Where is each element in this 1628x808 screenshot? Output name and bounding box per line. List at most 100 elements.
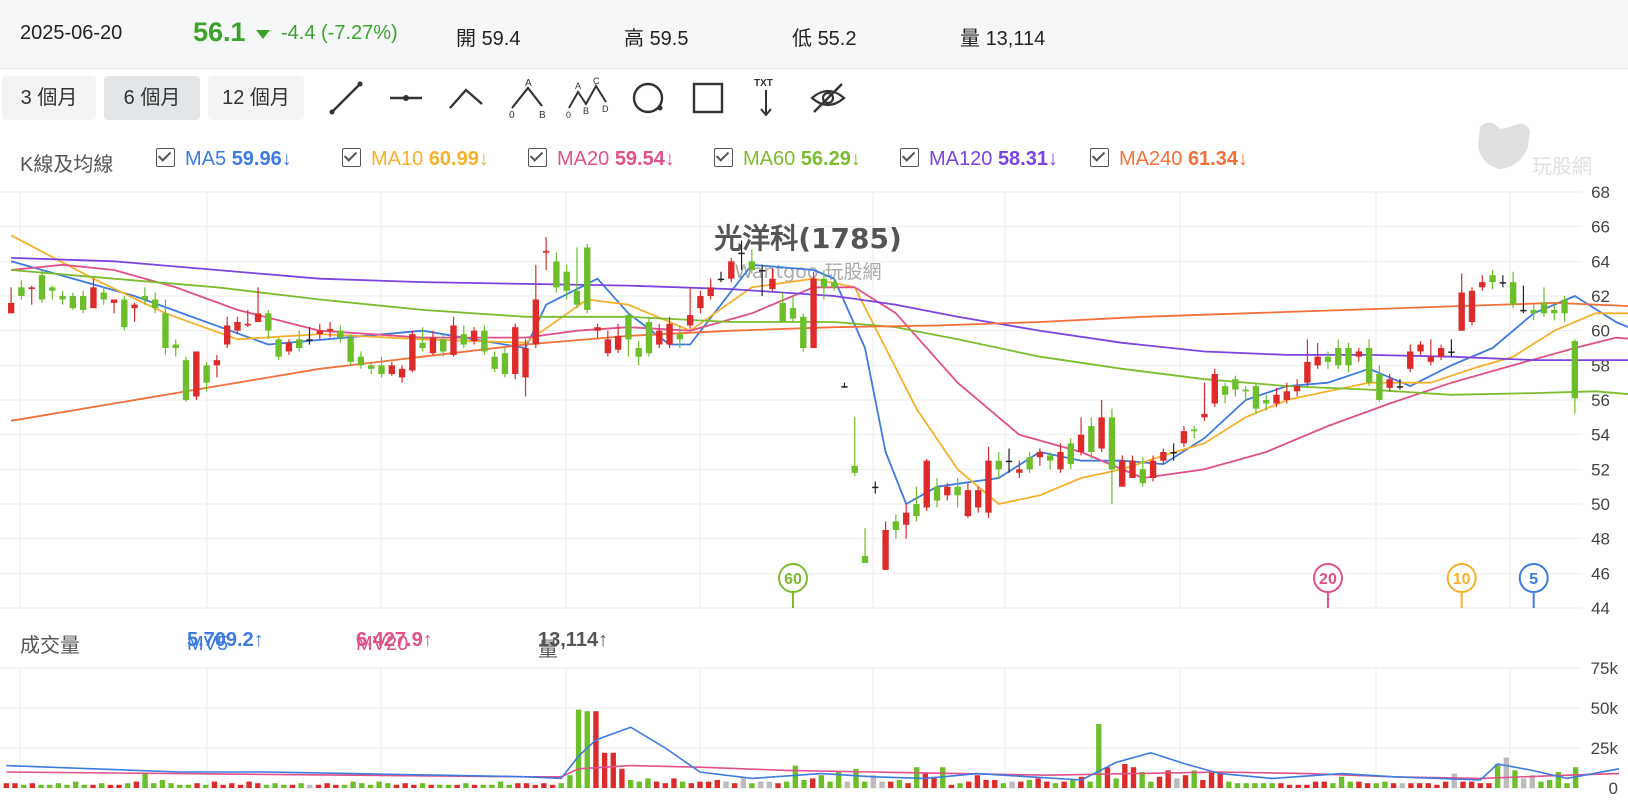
checkbox-icon[interactable] [528, 148, 547, 167]
rectangle-tool-icon[interactable] [686, 76, 730, 120]
candle-body [542, 250, 550, 253]
candle-body [151, 299, 159, 309]
candle-body [1016, 469, 1023, 473]
checkbox-icon[interactable] [342, 148, 361, 167]
range-3m-button[interactable]: 3 個月 [2, 76, 96, 120]
volume-bar [246, 781, 252, 788]
angle-line-icon[interactable] [444, 76, 488, 120]
range-12m-button[interactable]: 12 個月 [208, 76, 304, 120]
volume-bar [575, 709, 582, 788]
candle-body [28, 287, 35, 290]
volume-bar [966, 781, 972, 788]
volume-bar [324, 783, 330, 788]
candle [974, 486, 982, 513]
candle [892, 514, 900, 539]
candle [1108, 408, 1116, 504]
volume-bar [627, 780, 634, 788]
volume-bar [610, 752, 616, 788]
candle-body [419, 342, 426, 348]
candle [1448, 339, 1455, 357]
candle-body [872, 486, 879, 489]
candle [728, 257, 735, 283]
candle [1571, 339, 1579, 414]
candle [388, 361, 395, 376]
volume-bar [1416, 783, 1423, 788]
volume-bar [757, 781, 764, 788]
volume-bar [341, 784, 348, 788]
text-tool-icon[interactable]: TXT [746, 76, 790, 120]
volume-bar [1200, 780, 1206, 788]
candle-body [285, 342, 293, 352]
kline-legend-label: K線及均線 [20, 154, 114, 176]
candle [326, 322, 334, 338]
ma20-toggle[interactable]: MA20 59.54↓ [528, 148, 675, 171]
candle-body [923, 460, 930, 508]
checkbox-icon[interactable] [714, 148, 733, 167]
volume-bar [471, 784, 478, 788]
candle-body [995, 460, 1002, 470]
volume-bar [1269, 783, 1275, 788]
checkbox-icon[interactable] [156, 148, 175, 167]
hide-drawings-icon[interactable] [806, 76, 850, 120]
checkbox-icon[interactable] [900, 148, 919, 167]
volume-bar [506, 784, 512, 788]
candle-body [820, 278, 828, 288]
candle-body [532, 299, 539, 345]
volume-bar [1165, 770, 1171, 788]
volume-bar [1356, 781, 1362, 788]
candle [275, 337, 282, 361]
volume-bar [1442, 781, 1449, 788]
volume-bar [1078, 776, 1085, 788]
candle [296, 330, 303, 352]
candle [378, 356, 385, 378]
svg-text:A: A [525, 78, 532, 89]
y-tick-label: 56 [1591, 391, 1610, 410]
candle [573, 247, 581, 309]
horizontal-line-icon[interactable] [384, 76, 428, 120]
candle [522, 339, 529, 397]
volume-bar [905, 783, 911, 788]
ma60-toggle[interactable]: MA60 56.29↓ [714, 148, 861, 171]
line-tool-icon[interactable] [324, 76, 368, 120]
checkbox-icon[interactable] [1090, 148, 1109, 167]
abcd-pattern-icon[interactable]: A C 0 B D [566, 76, 610, 120]
volume-bar [367, 784, 374, 788]
circle-tool-icon[interactable] [626, 76, 670, 120]
candle-body [1108, 417, 1116, 470]
high-price: 高 59.5 [624, 28, 689, 50]
candle [244, 309, 251, 328]
abc-pattern-icon[interactable]: A 0 B [506, 76, 550, 121]
volume-bar [1252, 783, 1258, 788]
volume-bar [1286, 784, 1293, 788]
candle-body [409, 334, 416, 371]
volume-tick-label: 50k [1591, 699, 1619, 718]
candle-body [1437, 348, 1445, 357]
candle-body [1057, 452, 1064, 470]
volume-bar [307, 784, 313, 788]
volume-bar [1408, 783, 1414, 788]
ma240-toggle[interactable]: MA240 61.34↓ [1090, 148, 1248, 171]
volume-bar [289, 784, 296, 788]
candle-body [1530, 309, 1537, 314]
svg-text:B: B [583, 106, 589, 116]
candle [1561, 296, 1568, 322]
candle-body [1314, 356, 1321, 366]
ma5-toggle[interactable]: MA5 59.96↓ [156, 148, 292, 171]
volume-bar [1477, 783, 1483, 788]
volume-bar [1208, 772, 1215, 788]
candle-body [707, 287, 714, 296]
ma120-toggle[interactable]: MA120 58.31↓ [900, 148, 1058, 171]
ma10-toggle[interactable]: MA10 60.99↓ [342, 148, 489, 171]
candle-body [758, 270, 766, 272]
candle-body [1026, 457, 1033, 470]
candle [717, 271, 725, 283]
candle-body [460, 334, 467, 345]
candle-body [347, 337, 354, 362]
range-6m-button[interactable]: 6 個月 [104, 76, 200, 120]
candle-body [254, 313, 262, 322]
y-tick-label: 62 [1591, 287, 1610, 306]
volume-bar [1512, 770, 1518, 788]
volume-bar [931, 776, 937, 788]
volume-bar [1087, 781, 1093, 788]
